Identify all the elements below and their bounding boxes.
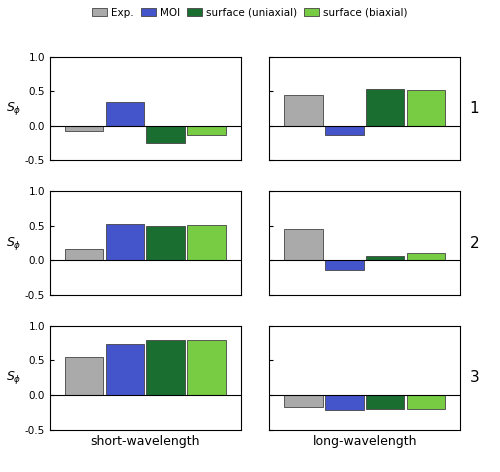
Bar [188, 340, 226, 395]
Bar [146, 226, 185, 261]
Y-axis label: $S_\phi$: $S_\phi$ [6, 369, 22, 386]
Bar [65, 357, 104, 395]
Bar [406, 90, 445, 126]
Bar [65, 249, 104, 261]
Bar [284, 228, 323, 261]
Bar [106, 224, 144, 261]
Y-axis label: $S_\phi$: $S_\phi$ [6, 235, 22, 252]
Legend: Exp., MOI, surface (uniaxial), surface (biaxial): Exp., MOI, surface (uniaxial), surface (… [92, 8, 407, 17]
Bar [106, 344, 144, 395]
Bar [406, 253, 445, 261]
Bar [325, 395, 364, 410]
Text: 1: 1 [470, 101, 479, 116]
Bar [146, 340, 185, 395]
X-axis label: long-wavelength: long-wavelength [312, 435, 417, 448]
Bar [284, 95, 323, 126]
Bar [325, 261, 364, 270]
Bar [188, 225, 226, 261]
Y-axis label: $S_\phi$: $S_\phi$ [6, 100, 22, 117]
Text: 3: 3 [470, 370, 480, 385]
Text: 2: 2 [470, 236, 479, 251]
Bar [366, 255, 405, 261]
Bar [325, 126, 364, 135]
Bar [188, 126, 226, 135]
X-axis label: short-wavelength: short-wavelength [90, 435, 200, 448]
Bar [65, 126, 104, 131]
Bar [366, 89, 405, 126]
Bar [406, 395, 445, 410]
Bar [284, 395, 323, 407]
Bar [366, 395, 405, 410]
Bar [146, 126, 185, 143]
Bar [106, 101, 144, 126]
